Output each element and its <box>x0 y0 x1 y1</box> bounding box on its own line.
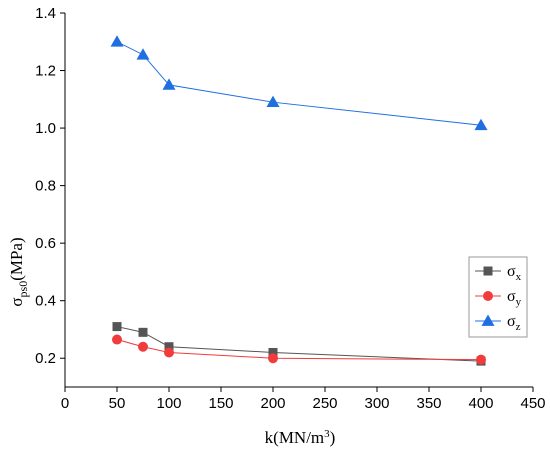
x-tick-label: 400 <box>468 395 493 412</box>
y-axis-ticks: 0.2 0.4 0.6 0.8 1.0 1.2 1.4 <box>35 5 65 367</box>
x-tick-label: 0 <box>61 395 69 412</box>
data-point-z <box>266 95 280 108</box>
x-tick-label: 250 <box>312 395 337 412</box>
data-point-x <box>164 342 174 352</box>
legend-label: σx <box>507 263 522 283</box>
legend-item-y: σy <box>475 288 522 308</box>
data-point-x <box>112 322 122 332</box>
legend-item-z: σz <box>475 313 521 333</box>
y-tick-label: 0.8 <box>35 178 56 195</box>
x-tick-label: 50 <box>109 395 126 412</box>
x-tick-label: 150 <box>208 395 233 412</box>
y-axis-title: σps0(MPa) <box>7 237 30 306</box>
series-z <box>110 35 488 131</box>
y-tick-label: 0.6 <box>35 235 56 252</box>
data-point-x <box>268 347 278 357</box>
data-point-x <box>138 327 148 337</box>
data-point-z <box>474 118 488 131</box>
data-point-y <box>268 353 278 364</box>
y-tick-label: 1.2 <box>35 63 56 80</box>
x-axis-ticks: 0 50 100 150 200 250 300 350 400 450 <box>61 387 546 412</box>
axes <box>64 13 533 388</box>
x-tick-label: 100 <box>156 395 181 412</box>
x-tick-label: 200 <box>260 395 285 412</box>
y-tick-label: 1.4 <box>35 5 56 22</box>
series-layer <box>110 35 488 366</box>
x-axis-title: k(MN/m3) <box>265 428 336 447</box>
data-point-z <box>110 35 124 47</box>
data-point-z <box>162 78 176 90</box>
data-point-y <box>138 341 148 352</box>
legend-item-x: σx <box>475 263 522 283</box>
x-tick-label: 450 <box>520 395 545 412</box>
data-point-z <box>136 48 150 60</box>
y-tick-label: 0.4 <box>35 293 56 310</box>
x-tick-label: 350 <box>416 395 441 412</box>
y-tick-label: 1.0 <box>35 120 56 137</box>
legend: σx σy σz <box>468 256 528 338</box>
legend-marker <box>481 314 495 326</box>
series-y <box>112 334 486 365</box>
legend-label: σz <box>507 313 521 333</box>
legend-box <box>468 256 528 338</box>
data-point-y <box>112 334 122 345</box>
x-tick-label: 300 <box>364 395 389 412</box>
data-point-y <box>476 354 486 365</box>
legend-marker <box>483 291 493 301</box>
data-point-y <box>164 347 174 358</box>
legend-label: σy <box>507 288 522 308</box>
y-tick-label: 0.2 <box>35 350 56 367</box>
legend-marker <box>483 266 493 276</box>
